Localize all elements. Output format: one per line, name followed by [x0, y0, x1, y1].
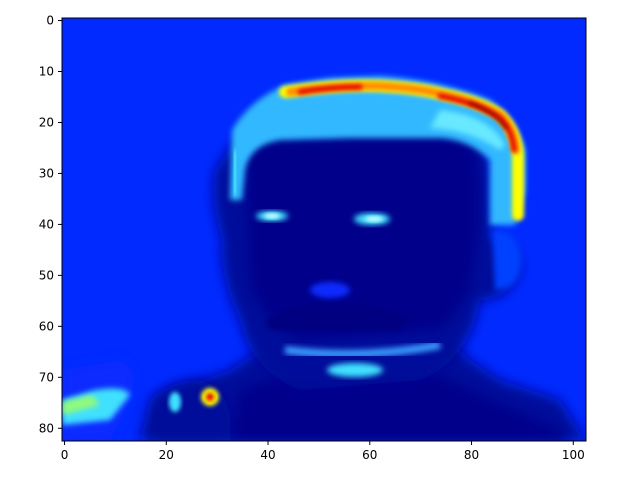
plot-frame — [61, 17, 587, 442]
x-axis: 0 20 40 60 80 100 — [61, 441, 585, 462]
x-tick-label: 80 — [464, 448, 479, 462]
right-eye-core — [365, 216, 383, 222]
x-tick-label: 20 — [159, 448, 174, 462]
y-tick-label: 0 — [46, 14, 54, 28]
x-tick-label: 60 — [362, 448, 377, 462]
x-tick-label: 40 — [260, 448, 275, 462]
y-tick-label: 70 — [39, 370, 54, 384]
finger-hot-core — [206, 393, 214, 401]
face-dark — [245, 135, 479, 340]
nose — [310, 282, 350, 298]
mustache — [265, 304, 410, 330]
y-tick-label: 10 — [39, 65, 54, 79]
mouth-upper — [284, 341, 441, 358]
lower-left-bright — [62, 388, 130, 425]
hair-highlight — [430, 110, 505, 150]
y-axis: 0 10 20 30 40 50 60 70 80 — [39, 14, 62, 435]
heatmap-image — [62, 18, 586, 441]
y-tick-label: 30 — [39, 166, 54, 180]
hair-band-red — [297, 84, 517, 153]
y-tick-label: 20 — [39, 115, 54, 129]
right-ear — [492, 230, 522, 290]
y-tick-label: 40 — [39, 217, 54, 231]
y-tick-label: 60 — [39, 319, 54, 333]
y-tick-label: 50 — [39, 268, 54, 282]
hair-band-darkred — [468, 101, 508, 130]
x-tick-label: 0 — [61, 448, 69, 462]
left-cheek-light — [230, 149, 240, 196]
lower-left-yellow — [62, 395, 100, 415]
y-tick-label: 80 — [39, 421, 54, 435]
x-tick-label: 100 — [562, 448, 585, 462]
left-eye-core — [264, 213, 280, 219]
finger-left — [169, 392, 181, 412]
mouth-lower — [327, 363, 383, 377]
